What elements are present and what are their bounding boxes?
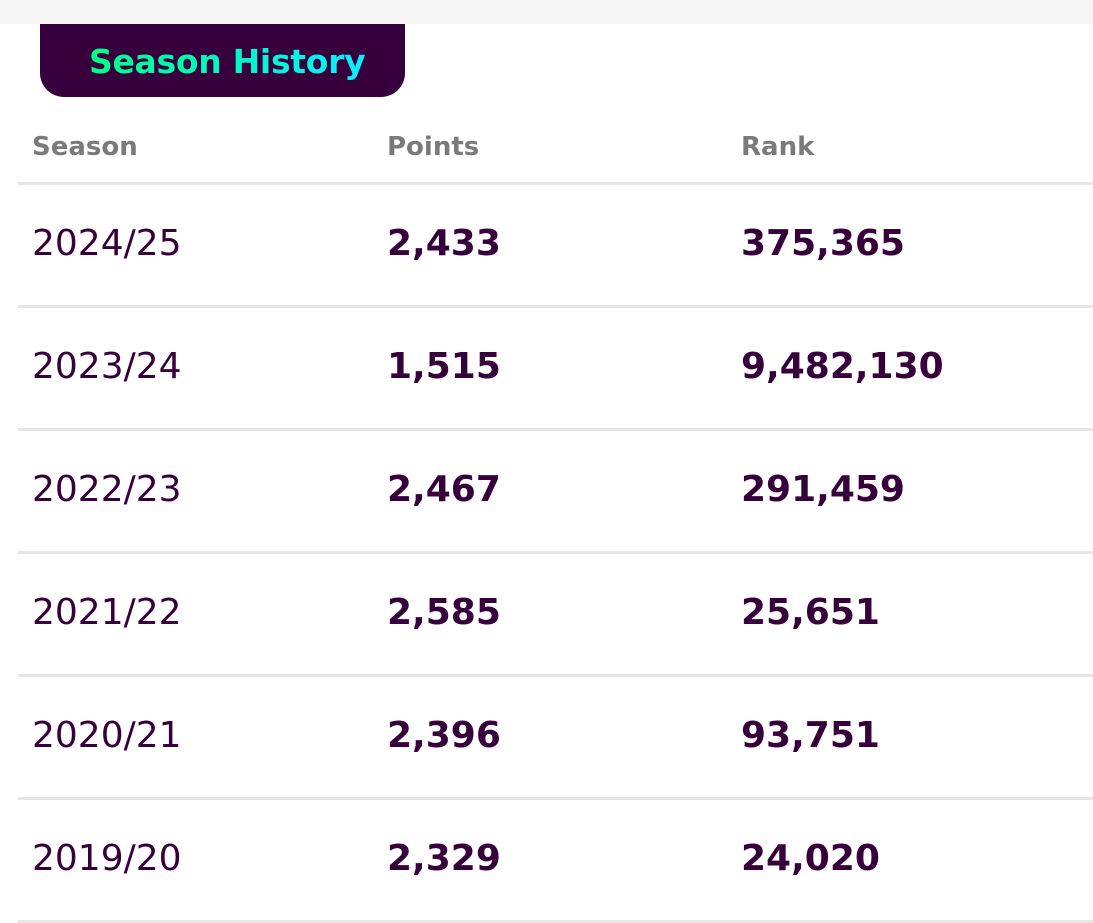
header-points: Points: [387, 132, 480, 162]
table-row: 2019/20 2,329 24,020: [18, 800, 1093, 923]
rank-cell: 25,651: [741, 592, 880, 633]
table-row: 2021/22 2,585 25,651: [18, 554, 1093, 677]
points-cell: 2,329: [387, 838, 501, 879]
table-row: 2024/25 2,433 375,365: [18, 185, 1093, 308]
rank-cell: 93,751: [741, 715, 880, 756]
season-cell: 2021/22: [32, 592, 182, 633]
table-row: 2022/23 2,467 291,459: [18, 431, 1093, 554]
header-rank: Rank: [741, 132, 815, 162]
rank-cell: 291,459: [741, 469, 905, 510]
points-cell: 2,396: [387, 715, 501, 756]
season-cell: 2020/21: [32, 715, 182, 756]
season-history-table: Season Points Rank 2024/25 2,433 375,365…: [18, 118, 1093, 923]
season-cell: 2022/23: [32, 469, 182, 510]
table-header-row: Season Points Rank: [18, 118, 1093, 185]
rank-cell: 24,020: [741, 838, 880, 879]
rank-cell: 375,365: [741, 223, 905, 264]
season-cell: 2019/20: [32, 838, 182, 879]
points-cell: 2,585: [387, 592, 501, 633]
header-season: Season: [32, 132, 138, 162]
points-cell: 2,467: [387, 469, 501, 510]
season-cell: 2024/25: [32, 223, 182, 264]
table-row: 2020/21 2,396 93,751: [18, 677, 1093, 800]
table-row: 2023/24 1,515 9,482,130: [18, 308, 1093, 431]
points-cell: 1,515: [387, 346, 501, 387]
rank-cell: 9,482,130: [741, 346, 944, 387]
season-cell: 2023/24: [32, 346, 182, 387]
top-edge-strip: [0, 0, 1093, 24]
section-title: Season History: [89, 42, 366, 81]
points-cell: 2,433: [387, 223, 501, 264]
season-history-tab: Season History: [40, 24, 405, 97]
